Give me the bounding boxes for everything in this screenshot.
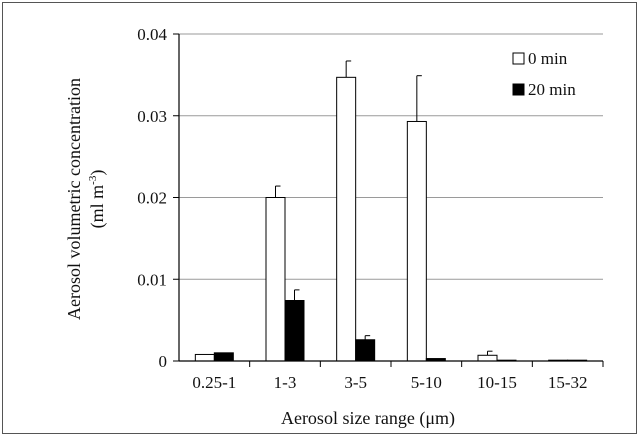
legend-swatch [512, 83, 525, 96]
legend: 0 min 20 min [512, 49, 576, 99]
legend-swatch [512, 52, 525, 65]
y-tick-label: 0.03 [137, 107, 167, 126]
y-tick-label: 0.04 [137, 25, 167, 44]
x-tick-label: 3-5 [344, 373, 367, 392]
bar-chart: 0 0.01 0.02 0.03 0.04 0.25-1 1-3 3-5 5-10 10-15 1… [64, 25, 604, 429]
legend-label: 20 min [528, 80, 576, 99]
y-axis-title-line1: Aerosol volumetric concentration [64, 78, 84, 320]
bar-0min [265, 197, 286, 362]
y-tick-labels: 0 0.01 0.02 0.03 0.04 [137, 25, 167, 371]
y-axis-title-line2: (ml m-3) [87, 170, 108, 229]
y-tick-label: 0 [159, 352, 168, 371]
x-tick-label: 15-32 [548, 373, 588, 392]
bar-0min [477, 354, 498, 362]
bar-20min [213, 352, 234, 362]
y-tick-label: 0.01 [137, 270, 167, 289]
y-tick-label: 0.02 [137, 189, 167, 208]
bar-20min [355, 339, 376, 362]
axes [173, 33, 604, 367]
legend-label: 0 min [528, 49, 568, 68]
bars [194, 60, 588, 362]
bar-0min [406, 120, 427, 362]
bar-20min [284, 300, 305, 362]
gridlines [179, 33, 603, 280]
x-tick-labels: 0.25-1 1-3 3-5 5-10 10-15 15-32 [192, 373, 587, 392]
x-tick-label: 0.25-1 [192, 373, 236, 392]
x-tick-label: 5-10 [411, 373, 442, 392]
x-tick-label: 10-15 [477, 373, 517, 392]
bar-0min [336, 76, 357, 362]
x-tick-label: 1-3 [274, 373, 297, 392]
x-axis-title: Aerosol size range (μm) [281, 408, 455, 429]
bar-0min [194, 353, 215, 362]
